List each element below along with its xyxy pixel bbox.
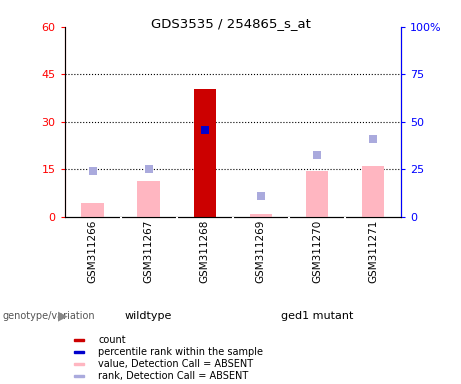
Text: GSM311268: GSM311268 <box>200 219 210 283</box>
Text: GDS3535 / 254865_s_at: GDS3535 / 254865_s_at <box>151 17 310 30</box>
Point <box>201 127 208 133</box>
Text: GSM311269: GSM311269 <box>256 219 266 283</box>
Bar <box>137 180 160 217</box>
Bar <box>74 339 83 341</box>
Text: ▶: ▶ <box>58 310 68 322</box>
Point <box>313 152 321 158</box>
Point <box>257 193 265 199</box>
Text: GSM311266: GSM311266 <box>88 219 98 283</box>
Text: count: count <box>98 335 126 345</box>
Text: value, Detection Call = ABSENT: value, Detection Call = ABSENT <box>98 359 254 369</box>
Bar <box>82 203 104 217</box>
Text: genotype/variation: genotype/variation <box>2 311 95 321</box>
Bar <box>306 171 328 217</box>
Bar <box>362 166 384 217</box>
Point <box>89 168 96 174</box>
Bar <box>194 89 216 217</box>
Text: GSM311267: GSM311267 <box>144 219 154 283</box>
Point <box>369 136 377 142</box>
Bar <box>250 214 272 217</box>
Text: rank, Detection Call = ABSENT: rank, Detection Call = ABSENT <box>98 371 248 381</box>
Text: GSM311270: GSM311270 <box>312 219 322 283</box>
Text: wildtype: wildtype <box>125 311 172 321</box>
Text: ged1 mutant: ged1 mutant <box>281 311 353 321</box>
Bar <box>74 363 83 366</box>
Point <box>145 166 152 172</box>
Bar <box>74 351 83 353</box>
Text: GSM311271: GSM311271 <box>368 219 378 283</box>
Bar <box>74 375 83 377</box>
Text: percentile rank within the sample: percentile rank within the sample <box>98 347 263 357</box>
